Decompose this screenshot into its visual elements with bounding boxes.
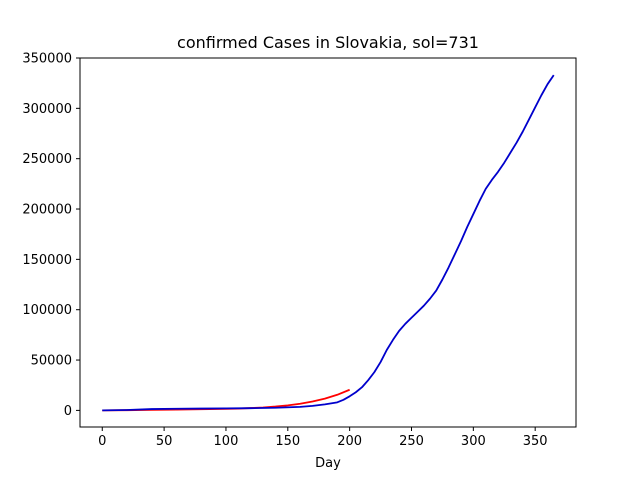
x-tick-label: 300 bbox=[461, 434, 486, 449]
plot-lines bbox=[102, 74, 555, 412]
y-tick-label: 150000 bbox=[22, 253, 72, 268]
y-tick-label: 350000 bbox=[22, 52, 72, 67]
x-tick-label: 100 bbox=[214, 434, 239, 449]
x-tick-label: 50 bbox=[156, 434, 173, 449]
y-tick-label: 0 bbox=[64, 404, 72, 419]
chart-title: confirmed Cases in Slovakia, sol=731 bbox=[177, 33, 479, 52]
y-tick-label: 100000 bbox=[22, 303, 72, 318]
y-axis: 0 50000 100000 150000 200000 250000 300000 3500… bbox=[22, 52, 80, 419]
y-tick-label: 50000 bbox=[31, 354, 72, 369]
x-tick-label: 200 bbox=[337, 434, 362, 449]
plot-frame bbox=[79, 57, 577, 428]
x-tick-label: 150 bbox=[275, 434, 300, 449]
x-tick-label: 0 bbox=[98, 434, 106, 449]
x-tick-label: 350 bbox=[523, 434, 548, 449]
x-axis-label: Day bbox=[315, 456, 341, 471]
series-line-2 bbox=[102, 74, 555, 412]
y-tick-label: 200000 bbox=[22, 203, 72, 218]
x-axis: 0 50 100 150 200 250 300 350 bbox=[98, 427, 548, 449]
x-tick-label: 250 bbox=[399, 434, 424, 449]
y-tick-label: 300000 bbox=[22, 102, 72, 117]
y-tick-label: 250000 bbox=[22, 152, 72, 167]
